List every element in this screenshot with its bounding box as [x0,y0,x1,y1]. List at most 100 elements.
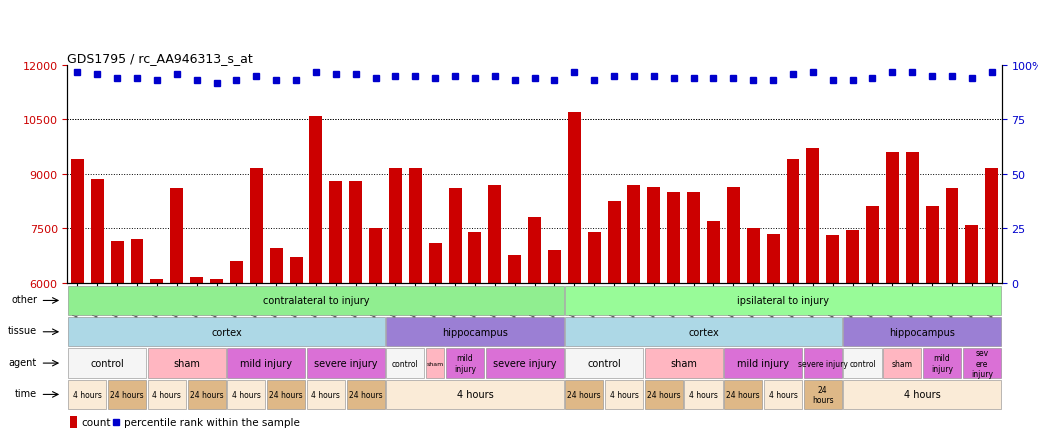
Text: 24 hours: 24 hours [647,390,681,399]
Text: mild injury: mild injury [240,358,293,368]
Text: sham: sham [671,358,698,368]
Bar [446,349,484,378]
Bar [111,241,124,434]
Text: 4 hours: 4 hours [457,390,493,399]
Bar [568,113,581,434]
Bar [468,232,482,434]
Bar [486,349,564,378]
Bar [386,349,425,378]
Bar [628,185,640,434]
Text: 24 hours: 24 hours [349,390,382,399]
Bar [844,317,1001,347]
Text: agent: agent [9,357,37,367]
Bar [962,349,1001,378]
Text: 4 hours: 4 hours [311,390,340,399]
Text: severe injury: severe injury [313,358,378,368]
Bar [965,225,978,434]
Bar [846,230,859,434]
Bar [605,380,644,409]
Bar [70,416,77,428]
Bar [548,250,561,434]
Bar [787,160,799,434]
Bar [426,349,444,378]
Text: 24 hours: 24 hours [190,390,223,399]
Text: severe injury: severe injury [493,358,556,368]
Text: 4 hours: 4 hours [231,390,261,399]
Bar [725,349,802,378]
Text: time: time [15,388,37,398]
Text: 4 hours: 4 hours [904,390,940,399]
Bar [210,279,223,434]
Text: 4 hours: 4 hours [153,390,182,399]
Text: control: control [90,358,125,368]
Bar [349,182,362,434]
Text: 24 hours: 24 hours [269,390,303,399]
Bar [147,380,186,409]
Text: sham: sham [892,359,912,368]
Bar [803,349,842,378]
Bar [528,218,541,434]
Bar [645,380,683,409]
Bar [386,317,564,347]
Bar [687,193,700,434]
Bar [250,169,263,434]
Text: 24
hours: 24 hours [812,385,834,404]
Bar [69,380,107,409]
Bar [885,153,899,434]
Bar [307,380,345,409]
Bar [267,380,305,409]
Bar [906,153,919,434]
Text: cortex: cortex [688,327,719,337]
Text: other: other [11,294,37,304]
Bar [147,349,225,378]
Text: control: control [588,358,621,368]
Bar [188,380,225,409]
Bar [227,380,266,409]
Bar [370,229,382,434]
Bar [69,317,385,347]
Text: control: control [849,359,876,368]
Text: 4 hours: 4 hours [73,390,102,399]
Bar [270,249,282,434]
Text: sham: sham [173,358,200,368]
Bar [946,189,958,434]
Text: GDS1795 / rc_AA946313_s_at: GDS1795 / rc_AA946313_s_at [67,52,253,65]
Bar [309,117,323,434]
Text: severe injury: severe injury [798,359,848,368]
Bar [926,207,938,434]
Bar [227,349,305,378]
Bar [290,258,302,434]
Bar [230,261,243,434]
Bar [764,380,802,409]
Text: sham: sham [427,361,444,366]
Bar [71,160,84,434]
Text: hippocampus: hippocampus [890,327,955,337]
Text: percentile rank within the sample: percentile rank within the sample [125,417,300,427]
Text: 24 hours: 24 hours [727,390,760,399]
Bar [707,221,720,434]
Bar [923,349,961,378]
Bar [69,349,146,378]
Bar [565,317,842,347]
Bar [565,286,1001,316]
Text: mild injury: mild injury [737,358,789,368]
Bar [844,349,881,378]
Text: control: control [392,359,418,368]
Bar [645,349,722,378]
Bar [170,189,184,434]
Text: 4 hours: 4 hours [609,390,638,399]
Bar [767,234,780,434]
Bar [448,189,462,434]
Bar [329,182,343,434]
Bar [803,380,842,409]
Bar [844,380,1001,409]
Bar [69,286,564,316]
Text: mild
injury: mild injury [454,354,476,373]
Bar [307,349,385,378]
Bar [108,380,146,409]
Text: ipsilateral to injury: ipsilateral to injury [737,296,829,306]
Bar [389,169,402,434]
Bar [347,380,385,409]
Bar [883,349,922,378]
Bar [386,380,564,409]
